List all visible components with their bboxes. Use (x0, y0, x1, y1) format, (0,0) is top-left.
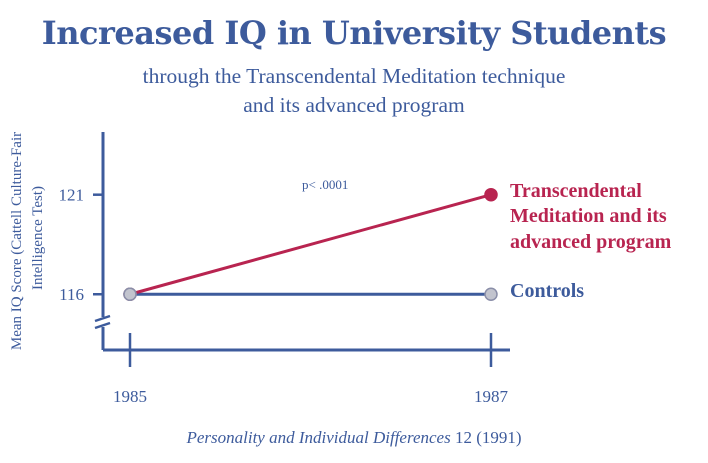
y-axis-break-mark (94, 314, 111, 323)
series-lines (129, 193, 492, 296)
series-labels: Transcendental Meditation and its advanced… (510, 180, 672, 302)
chart-subtitle-line-2: and its advanced program (243, 93, 465, 117)
y-axis-label-line-2: Intelligence Test) (30, 186, 46, 290)
citation-details: 12 (1991) (450, 428, 522, 447)
series-points (123, 187, 498, 301)
significance-annotation: p< .0001 (302, 177, 348, 192)
series-label: advanced program (510, 231, 672, 253)
series-line (129, 193, 492, 296)
citation-journal: Personality and Individual Differences (186, 428, 451, 447)
x-tick-label: 1985 (113, 387, 147, 406)
series-label: Transcendental (510, 180, 642, 202)
series-label: Meditation and its (510, 205, 667, 227)
chart-title: Increased IQ in University Students (41, 14, 667, 52)
x-tick-label: 1987 (474, 387, 509, 406)
chart-axes (94, 132, 510, 352)
y-tick-label: 121 (59, 186, 85, 205)
y-axis-break-mark (94, 321, 111, 330)
series-label: Controls (510, 280, 584, 302)
y-tick-label: 116 (59, 285, 84, 304)
y-axis-label-line-1: Mean IQ Score (Cattell Culture-Fair (9, 132, 25, 350)
data-point (123, 287, 137, 301)
chart-subtitle-line-1: through the Transcendental Meditation te… (142, 64, 566, 88)
chart-annotations: p< .0001 (302, 177, 348, 192)
data-point (484, 187, 498, 202)
citation: Personality and Individual Differences 1… (0, 428, 708, 448)
axis-ticks: 116 121 1985 1987 (59, 186, 509, 406)
data-point (484, 287, 498, 301)
y-axis-label: Mean IQ Score (Cattell Culture-Fair Intel… (9, 132, 46, 350)
